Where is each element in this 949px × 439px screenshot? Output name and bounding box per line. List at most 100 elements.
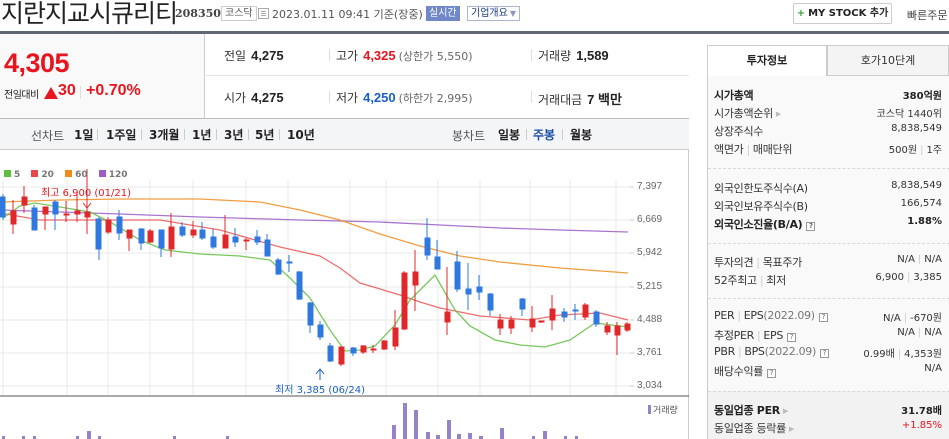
stat-value: 4,325 — [363, 48, 396, 63]
stat-sub: (하한가 2,995) — [398, 92, 473, 105]
info-row-opinion: 투자의견 | 목표주가 N/A | N/A — [714, 254, 942, 270]
value-text: 1주 — [926, 145, 942, 156]
chevron-down-icon: ▼ — [509, 9, 516, 18]
info-value: N/A — [924, 363, 942, 374]
info-tabs: 투자정보 호가10단계 — [707, 45, 949, 76]
stat-value: 1,589 — [576, 48, 609, 63]
divider — [562, 129, 563, 140]
label-text: 외국인소진율(B/A) — [714, 218, 803, 231]
current-price: 4,305 — [4, 48, 70, 78]
label-text: 동일업종 PER — [714, 404, 780, 417]
stock-chart[interactable]: 5 20 60 120 최고 6,900 (01/21) 최저 3,385 (0… — [0, 150, 689, 439]
realtime-button[interactable]: 실시간 — [426, 6, 460, 21]
info-value: 8,838,549 — [891, 180, 942, 191]
candles — [0, 169, 631, 366]
y-tick: 3,034 — [637, 380, 663, 391]
help-icon[interactable]: ? — [806, 222, 816, 231]
info-row-foreign-limit: 외국인한도주식수(A) 8,838,549 — [714, 180, 942, 196]
info-label: 동일업종 PER ▶ — [714, 402, 788, 418]
period-1y[interactable]: 1년 — [192, 128, 212, 142]
stock-code: 208350 — [175, 7, 221, 20]
stat-prev-close: 전일 4,275 — [224, 47, 284, 64]
volume-legend: 거래량 — [648, 403, 678, 416]
divider — [531, 91, 532, 103]
calendar-icon — [258, 8, 269, 19]
value-text: 3,385 — [913, 272, 942, 283]
info-label: 액면가 | 매매단위 — [714, 143, 793, 156]
help-icon[interactable]: ? — [819, 349, 829, 358]
stat-value: 4,250 — [363, 90, 396, 105]
arrow-right-icon: ▶ — [775, 110, 782, 118]
label-text: 시가총액순위 — [714, 107, 773, 120]
help-icon[interactable]: ? — [787, 333, 797, 342]
info-row-industry-per[interactable]: 동일업종 PER ▶ 31.78배 — [714, 402, 942, 418]
header-divider — [0, 31, 949, 34]
info-row-foreign-holding: 외국인보유주식수(B) 166,574 — [714, 198, 942, 214]
label-text: 최저 — [766, 274, 786, 287]
y-tick: 5,942 — [637, 247, 663, 258]
value-text: N/A — [924, 327, 942, 338]
legend-ma20: 20 — [31, 170, 54, 180]
divider — [279, 129, 280, 140]
period-1d[interactable]: 1일 — [74, 128, 94, 142]
add-mystock-button[interactable]: + MY STOCK 추가 — [793, 3, 892, 24]
period-3m[interactable]: 3개월 — [149, 128, 180, 142]
legend-swatch — [648, 405, 651, 414]
help-icon[interactable]: ? — [767, 369, 777, 378]
label-text: PBR — [714, 345, 735, 358]
info-label: 투자의견 | 목표주가 — [714, 256, 802, 269]
tab-investment-info[interactable]: 투자정보 — [707, 45, 827, 76]
info-value: 1.88% — [907, 216, 942, 227]
value-text: N/A — [924, 254, 942, 265]
label-text: EPS — [743, 309, 764, 322]
help-icon[interactable]: ? — [818, 313, 828, 322]
info-label: 배당수익률? — [714, 363, 777, 379]
legend-label: 20 — [41, 170, 54, 180]
period-3y[interactable]: 3년 — [224, 128, 244, 142]
y-tick: 3,761 — [637, 347, 663, 358]
info-row-est-per-eps: 추정PER | EPS? N/A | N/A — [714, 327, 942, 343]
period-10y[interactable]: 10년 — [287, 128, 315, 142]
info-value: 500원 | 1주 — [888, 145, 942, 156]
label-sub: (2022.09) — [763, 309, 815, 322]
candle-monthly[interactable]: 월봉 — [570, 128, 593, 142]
stat-sub: (상한가 5,550) — [398, 50, 473, 63]
divider — [80, 86, 81, 99]
legend-label: 60 — [75, 170, 88, 180]
info-row-pbr-bps: PBR | BPS(2022.09)? 0.99배 | 4,353원 — [714, 345, 942, 361]
company-overview-dropdown[interactable]: 기업개요 ▼ — [467, 6, 520, 21]
period-1w[interactable]: 1주일 — [106, 128, 137, 142]
info-label: 외국인소진율(B/A)? — [714, 216, 816, 232]
company-overview-label: 기업개요 — [471, 8, 508, 19]
info-row-industry-change[interactable]: 동일업종 등락률 ▶ +1.85% — [714, 420, 942, 436]
period-5y[interactable]: 5년 — [255, 128, 275, 142]
label-text: 매매단위 — [752, 143, 793, 156]
info-row-dividend: 배당수익률? N/A — [714, 363, 942, 379]
info-label: 외국인보유주식수(B) — [714, 200, 808, 213]
date-text: 2023.01.11 09:41 기준(장중) — [272, 8, 423, 21]
stat-amount: 거래대금 7 백만 — [538, 89, 622, 108]
chart-legend: 5 20 60 120 — [4, 170, 136, 180]
y-tick: 6,669 — [637, 214, 663, 225]
candle-daily[interactable]: 일봉 — [498, 128, 521, 142]
divider — [248, 129, 249, 140]
tab-order-book[interactable]: 호가10단계 — [827, 45, 949, 76]
candle-weekly[interactable]: 주봉 — [533, 128, 556, 142]
info-value: +1.85% — [901, 420, 942, 431]
price-summary: 4,305 전일대비 30 +0.70% — [0, 34, 205, 118]
stat-open: 시가 4,275 — [224, 89, 284, 106]
info-row-market-cap: 시가총액 380억원 — [714, 87, 942, 103]
stat-low: 저가 4,250 (하한가 2,995) — [336, 89, 473, 106]
value-text: 0.99배 — [863, 349, 895, 360]
divider — [329, 49, 330, 61]
info-value: 166,574 — [900, 198, 942, 209]
label-text: 액면가 — [714, 143, 744, 156]
quick-order-link[interactable]: 빠른주문 — [907, 9, 948, 22]
info-row-market-cap-rank[interactable]: 시가총액순위 ▶ 코스닥 1440위 — [714, 105, 942, 121]
stat-label: 고가 — [336, 49, 359, 63]
info-value: N/A | N/A — [897, 254, 942, 265]
divider — [184, 129, 185, 140]
stat-label: 거래량 — [538, 49, 572, 63]
stat-value: 4,275 — [251, 48, 284, 63]
stat-label: 전일 — [224, 49, 247, 63]
